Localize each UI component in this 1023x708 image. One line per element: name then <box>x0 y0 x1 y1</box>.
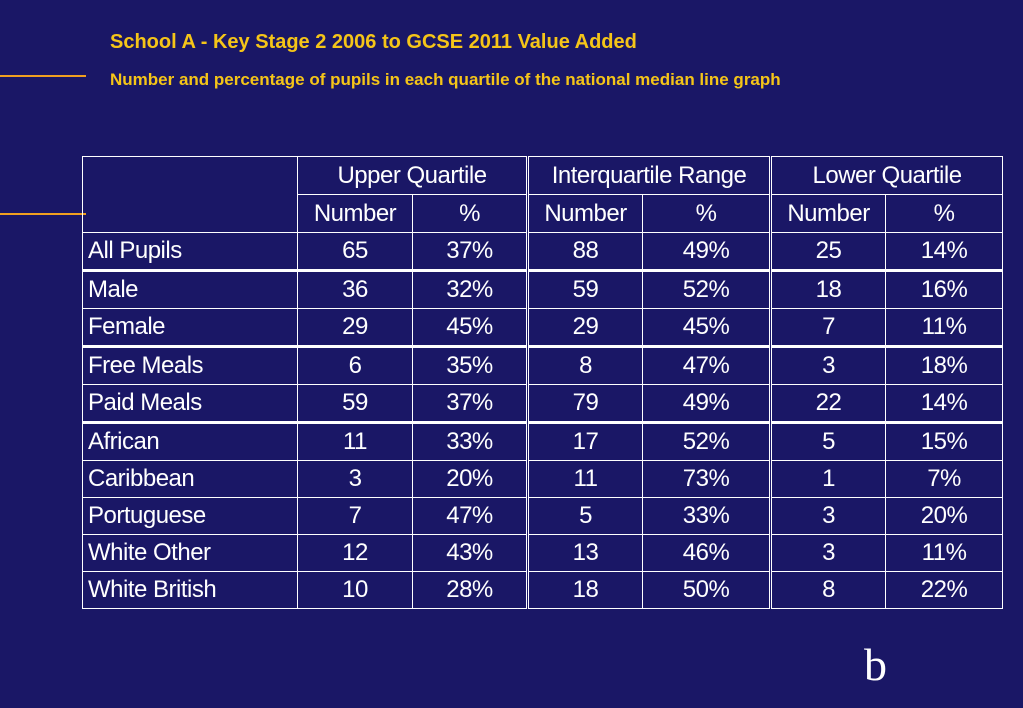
row-label: Male <box>82 270 298 309</box>
corner-empty-cell <box>82 156 298 233</box>
page-title: School A - Key Stage 2 2006 to GCSE 2011… <box>110 31 637 53</box>
percent-cell: 32% <box>411 270 530 309</box>
percent-cell: 11% <box>885 308 1004 348</box>
table-row: Paid Meals 59 37% 79 49% 22 14% <box>82 384 1004 424</box>
percent-cell: 52% <box>642 270 773 309</box>
number-cell: 5 <box>770 422 887 461</box>
row-label: Caribbean <box>82 460 298 498</box>
corner-letter: b <box>864 639 887 690</box>
number-cell: 3 <box>770 497 887 535</box>
percent-cell: 20% <box>885 497 1004 535</box>
subheader-row: Number % Number % Number % <box>83 194 1004 233</box>
row-label: Free Meals <box>82 346 298 385</box>
percent-cell: 33% <box>642 497 773 535</box>
number-cell: 6 <box>297 346 413 385</box>
number-cell: 3 <box>770 346 887 385</box>
percent-cell: 28% <box>411 571 530 609</box>
group-header-interquartile-range: Interquartile Range <box>527 156 773 195</box>
number-cell: 5 <box>527 497 644 535</box>
table-row: African 11 33% 17 52% 5 15% <box>82 422 1004 461</box>
number-cell: 59 <box>297 384 413 424</box>
percent-cell: 50% <box>642 571 773 609</box>
percent-cell: 15% <box>885 422 1004 461</box>
number-cell: 29 <box>297 308 413 348</box>
table-row: All Pupils 65 37% 88 49% 25 14% <box>82 232 1004 272</box>
row-label: White Other <box>82 534 298 572</box>
percent-cell: 73% <box>642 460 773 498</box>
number-cell: 8 <box>527 346 644 385</box>
percent-cell: 49% <box>642 384 773 424</box>
number-cell: 79 <box>527 384 644 424</box>
number-cell: 18 <box>770 270 887 309</box>
number-cell: 25 <box>770 232 887 272</box>
row-label: Portuguese <box>82 497 298 535</box>
number-cell: 36 <box>297 270 413 309</box>
percent-cell: 16% <box>885 270 1004 309</box>
number-cell: 17 <box>527 422 644 461</box>
subheader-percent: % <box>885 194 1004 233</box>
row-label: Paid Meals <box>82 384 298 424</box>
percent-cell: 11% <box>885 534 1004 572</box>
percent-cell: 33% <box>411 422 530 461</box>
number-cell: 18 <box>527 571 644 609</box>
number-cell: 10 <box>297 571 413 609</box>
number-cell: 13 <box>527 534 644 572</box>
percent-cell: 52% <box>642 422 773 461</box>
percent-cell: 46% <box>642 534 773 572</box>
table-row: Male 36 32% 59 52% 18 16% <box>82 270 1004 309</box>
percent-cell: 37% <box>411 384 530 424</box>
subheader-number: Number <box>527 194 644 233</box>
percent-cell: 47% <box>642 346 773 385</box>
row-label: White British <box>82 571 298 609</box>
subheader-percent: % <box>642 194 773 233</box>
number-cell: 3 <box>297 460 413 498</box>
number-cell: 65 <box>297 232 413 272</box>
percent-cell: 18% <box>885 346 1004 385</box>
percent-cell: 22% <box>885 571 1004 609</box>
number-cell: 88 <box>527 232 644 272</box>
percent-cell: 47% <box>411 497 530 535</box>
table-row: Free Meals 6 35% 8 47% 3 18% <box>82 346 1004 385</box>
group-header-row: Upper Quartile Interquartile Range Lower… <box>82 156 1004 233</box>
table-row: White Other 12 43% 13 46% 3 11% <box>82 534 1004 572</box>
table-body: All Pupils 65 37% 88 49% 25 14% Male 36 32% 59 52% 1… <box>82 232 1004 609</box>
number-cell: 59 <box>527 270 644 309</box>
table-row: Portuguese 7 47% 5 33% 3 20% <box>82 497 1004 535</box>
page-subtitle: Number and percentage of pupils in each … <box>110 70 781 89</box>
group-header-upper-quartile: Upper Quartile <box>296 156 530 195</box>
number-cell: 7 <box>297 497 413 535</box>
number-cell: 11 <box>527 460 644 498</box>
table-row: Caribbean 3 20% 11 73% 1 7% <box>82 460 1004 498</box>
percent-cell: 37% <box>411 232 530 272</box>
subheader-percent: % <box>411 194 530 233</box>
decorative-rule-middle <box>0 213 86 215</box>
row-label: African <box>82 422 298 461</box>
table-row: White British 10 28% 18 50% 8 22% <box>82 571 1004 609</box>
row-label: Female <box>82 308 298 348</box>
value-added-table: Upper Quartile Interquartile Range Lower… <box>82 156 1004 609</box>
group-header-lower-quartile: Lower Quartile <box>770 156 1004 195</box>
percent-cell: 7% <box>885 460 1004 498</box>
percent-cell: 14% <box>885 384 1004 424</box>
number-cell: 3 <box>770 534 887 572</box>
percent-cell: 45% <box>642 308 773 348</box>
percent-cell: 49% <box>642 232 773 272</box>
number-cell: 12 <box>297 534 413 572</box>
row-label: All Pupils <box>82 232 298 272</box>
number-cell: 22 <box>770 384 887 424</box>
subheader-number: Number <box>770 194 887 233</box>
decorative-rule-top <box>0 75 86 77</box>
percent-cell: 20% <box>411 460 530 498</box>
percent-cell: 35% <box>411 346 530 385</box>
percent-cell: 43% <box>411 534 530 572</box>
number-cell: 1 <box>770 460 887 498</box>
subheader-number: Number <box>297 194 413 233</box>
table-row: Female 29 45% 29 45% 7 11% <box>82 308 1004 348</box>
percent-cell: 45% <box>411 308 530 348</box>
number-cell: 7 <box>770 308 887 348</box>
percent-cell: 14% <box>885 232 1004 272</box>
number-cell: 11 <box>297 422 413 461</box>
number-cell: 8 <box>770 571 887 609</box>
number-cell: 29 <box>527 308 644 348</box>
